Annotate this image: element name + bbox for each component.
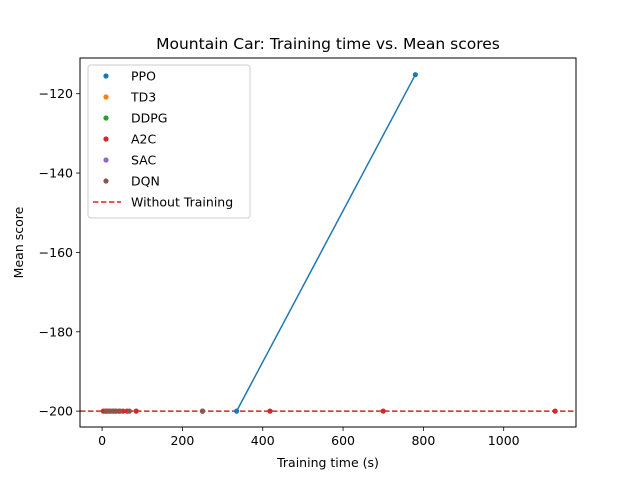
legend-marker [103, 73, 109, 79]
plot-area [80, 72, 576, 414]
legend-label: A2C [131, 132, 157, 147]
legend-marker [103, 94, 109, 100]
x-tick-label: 600 [331, 433, 355, 448]
x-axis: 0 200 400 600 800 1000 [98, 427, 520, 448]
series-line-ppo [235, 74, 417, 412]
y-tick-label: −160 [39, 245, 73, 260]
legend-marker [103, 136, 109, 142]
y-axis-label: Mean score [11, 206, 26, 278]
data-point-a2c [552, 408, 558, 414]
legend-label: TD3 [130, 90, 156, 105]
y-tick-label: −180 [39, 324, 73, 339]
legend-marker [103, 115, 109, 121]
data-point-a2c [133, 408, 139, 414]
legend: PPO TD3 DDPG A2C SAC DQN Without Training [87, 64, 251, 219]
x-tick-label: 800 [411, 433, 435, 448]
y-tick-label: −200 [39, 404, 73, 419]
y-axis: −200 −180 −160 −140 −120 [39, 86, 80, 419]
legend-box [87, 64, 251, 219]
data-point-a2c [380, 408, 386, 414]
legend-marker [103, 157, 109, 163]
y-tick-label: −120 [39, 86, 73, 101]
legend-label: DDPG [131, 111, 167, 126]
plot-frame [79, 57, 577, 428]
data-point-dqn [199, 408, 206, 414]
legend-marker [103, 178, 109, 184]
x-tick-label: 400 [251, 433, 275, 448]
x-tick-label: 200 [170, 433, 194, 448]
legend-label: PPO [131, 69, 156, 84]
legend-label: SAC [131, 153, 156, 168]
x-axis-label: Training time (s) [276, 455, 379, 470]
data-point-ppo [412, 72, 418, 78]
x-tick-label: 1000 [488, 433, 520, 448]
chart-title: Mountain Car: Training time vs. Mean sco… [156, 35, 500, 53]
data-point-a2c [267, 408, 273, 414]
x-tick-label: 0 [98, 433, 106, 448]
data-point-dqn [117, 408, 123, 414]
legend-label: DQN [131, 174, 160, 189]
data-point-ppo [234, 408, 240, 414]
data-point-dqn [112, 408, 118, 414]
data-point-dqn [126, 408, 132, 414]
y-tick-label: −140 [39, 166, 73, 181]
legend-label: Without Training [131, 195, 233, 210]
